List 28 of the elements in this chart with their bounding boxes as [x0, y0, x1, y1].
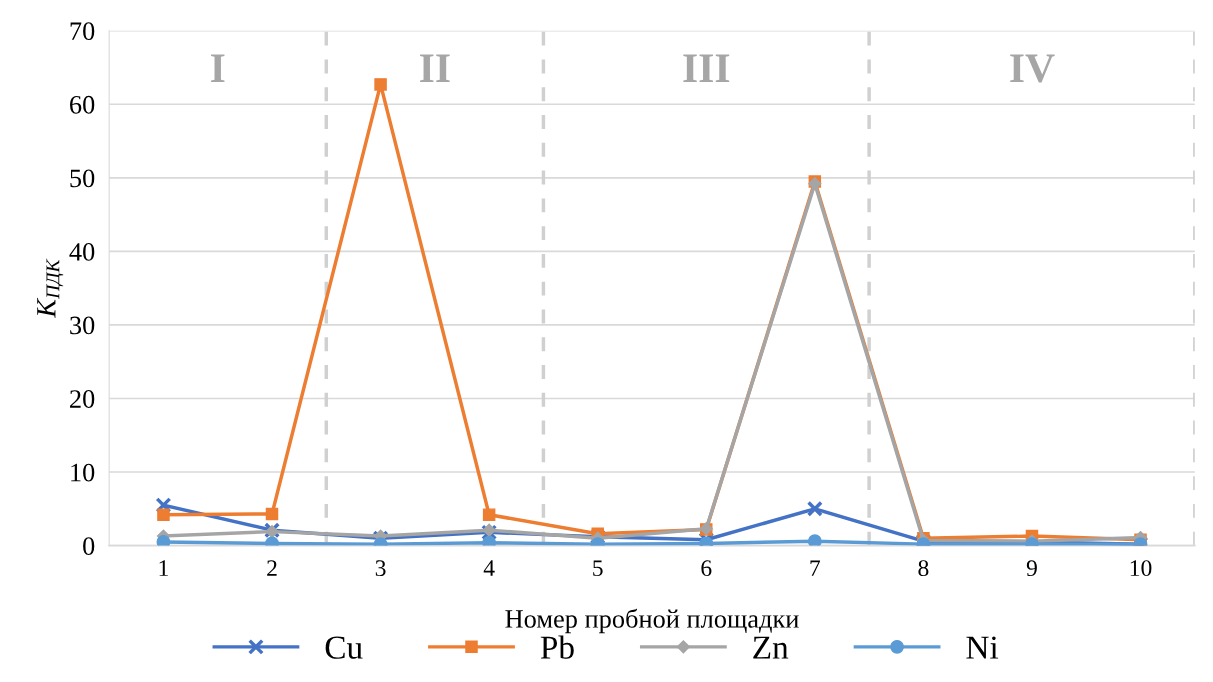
y-tick-label: 40 — [69, 242, 95, 261]
x-tick-label: 4 — [483, 560, 495, 576]
y-tick-label: 70 — [70, 22, 95, 41]
y-axis-title: K$_{ПДК}$ — [37, 258, 64, 318]
x-tick-label: 10 — [1130, 560, 1152, 577]
legend-label: Cu — [325, 636, 363, 659]
x-tick-label: 8 — [918, 560, 929, 577]
x-tick-label: 5 — [593, 560, 603, 577]
x-tick-label: 9 — [1026, 560, 1037, 577]
x-axis-title: Номер пробной площадки — [505, 608, 799, 634]
x-tick-label: 1 — [159, 560, 168, 576]
y-tick-label: 30 — [70, 316, 95, 335]
legend-label: Ni — [966, 636, 999, 659]
x-tick-label: 2 — [267, 560, 277, 576]
annotation: II — [420, 54, 450, 82]
legend-label: Zn — [753, 636, 789, 659]
annotation: IV — [1010, 54, 1055, 83]
legend-label: Pb — [540, 635, 574, 659]
y-tick-label: 10 — [71, 463, 95, 482]
annotation: III — [683, 54, 730, 82]
y-tick-label: 60 — [70, 95, 95, 114]
x-tick-label: 6 — [701, 560, 712, 577]
x-tick-label: 3 — [375, 560, 386, 577]
annotation: I — [211, 54, 225, 82]
y-tick-label: 20 — [70, 390, 95, 408]
y-tick-label: 0 — [83, 537, 95, 556]
x-tick-label: 7 — [810, 560, 821, 576]
y-tick-label: 50 — [70, 169, 95, 188]
